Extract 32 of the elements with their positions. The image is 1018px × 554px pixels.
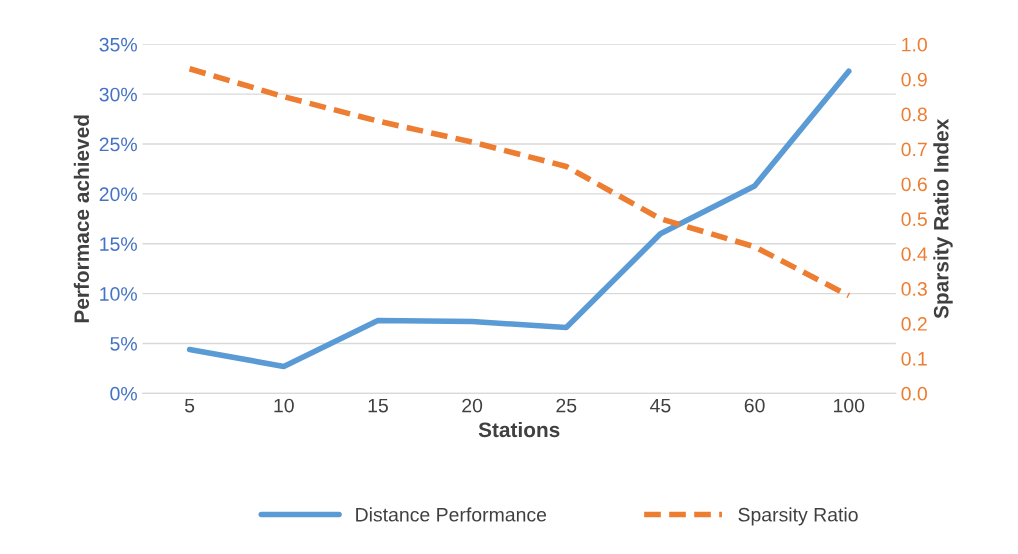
y2-tick-label: 0.2 [901, 317, 927, 331]
y2-tick-label: 0.1 [901, 351, 927, 366]
y2-tick-label: 0.3 [901, 282, 927, 296]
y-tick-label: 20% [99, 187, 137, 202]
y2-tick-label: 0.8 [901, 107, 927, 122]
x-tick-label: 10 [274, 398, 294, 413]
x-tick-label: 45 [650, 398, 671, 413]
y2-axis-title: Sparsity Ratio Index [933, 118, 953, 319]
y-axis-title: Performace achieved [73, 115, 90, 323]
x-axis-title: Stations [478, 421, 560, 438]
x-tick-label: 60 [744, 398, 765, 413]
y2-tick-label: 0.9 [901, 72, 927, 87]
x-tick-label: 15 [368, 398, 388, 413]
x-tick-label: 100 [834, 398, 865, 413]
y2-tick-label: 1.0 [902, 37, 927, 52]
y2-tick-label: 0.4 [901, 247, 928, 261]
y2-tick-label: 0.5 [901, 212, 927, 227]
legend-label: Sparsity Ratio [738, 507, 858, 526]
x-tick-label: 25 [556, 398, 577, 413]
y-tick-label: 35% [99, 37, 137, 52]
x-tick-label: 5 [184, 398, 195, 413]
x-tick-label: 20 [462, 398, 483, 413]
y2-tick-label: 0.6 [901, 177, 927, 192]
y2-tick-label: 0.7 [901, 142, 927, 157]
y-tick-label: 10% [100, 287, 137, 301]
y-tick-label: 25% [99, 137, 137, 152]
y-tick-label: 5% [110, 337, 137, 351]
y-tick-label: 15% [100, 237, 137, 251]
y-tick-label: 30% [99, 87, 137, 102]
y-tick-label: 0% [110, 386, 137, 401]
legend-label: Distance Performance [356, 507, 547, 522]
y2-tick-label: 0.0 [901, 386, 927, 401]
